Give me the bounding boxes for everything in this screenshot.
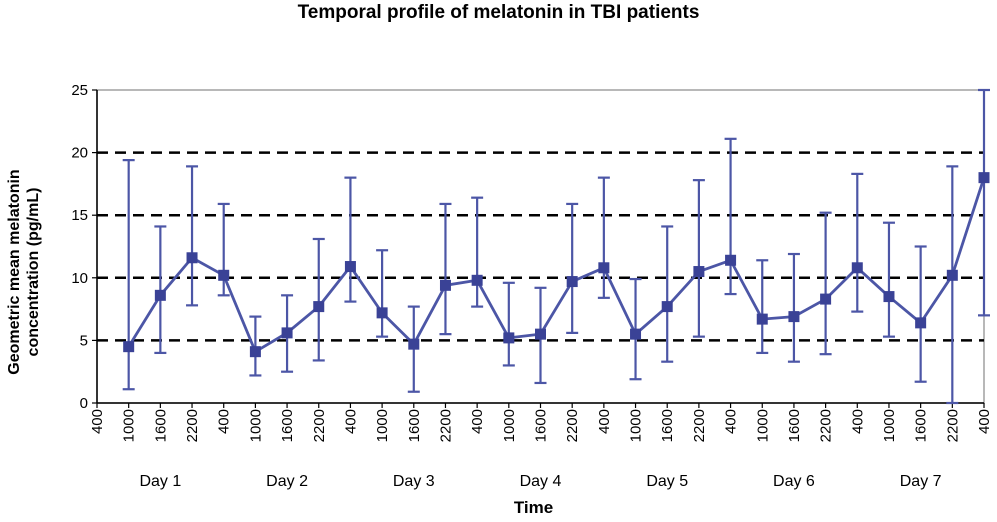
x-tick-label: 2200 [691, 409, 708, 442]
y-tick-label: 20 [71, 145, 88, 162]
data-point [661, 301, 673, 313]
x-tick-label: 400 [596, 409, 613, 434]
x-tick-label: 400 [342, 409, 359, 434]
x-tick-label: 400 [216, 409, 233, 434]
data-point [788, 311, 800, 323]
data-point [693, 266, 705, 278]
data-point [598, 262, 610, 274]
x-tick-label: 1600 [279, 409, 296, 442]
series-group [122, 88, 990, 405]
data-point [820, 293, 832, 305]
data-point [376, 307, 388, 319]
data-point [630, 328, 642, 340]
data-point [566, 276, 578, 288]
data-point [471, 274, 483, 286]
data-point [439, 279, 451, 291]
x-tick-label: 2200 [437, 409, 454, 442]
x-tick-label: 1000 [121, 409, 138, 442]
x-tick-label: 1600 [913, 409, 930, 442]
y-tick-label: 10 [71, 270, 88, 287]
x-tick-label: 400 [89, 409, 106, 434]
data-point [946, 269, 958, 281]
x-tick-label: 1600 [406, 409, 423, 442]
x-tick-label: 1600 [659, 409, 676, 442]
day-label: Day 5 [646, 473, 688, 490]
data-point [725, 254, 737, 266]
data-point [123, 341, 135, 353]
y-tick-label: 15 [71, 207, 88, 224]
x-tick-label: 2200 [184, 409, 201, 442]
day-label: Day 6 [773, 473, 815, 490]
x-tick-label: 2200 [818, 409, 835, 442]
x-tick-label: 1600 [786, 409, 803, 442]
x-tick-label: 400 [723, 409, 740, 434]
data-point [756, 313, 768, 325]
day-label: Day 3 [393, 473, 435, 490]
x-tick-label: 1600 [533, 409, 550, 442]
day-label: Day 2 [266, 473, 308, 490]
x-tick-label: 1000 [881, 409, 898, 442]
data-point [851, 262, 863, 274]
x-tick-label: 2200 [564, 409, 581, 442]
y-tick-label: 25 [71, 82, 88, 99]
data-point [503, 332, 515, 344]
data-point [915, 317, 927, 329]
data-point [154, 289, 166, 301]
day-label: Day 7 [900, 473, 942, 490]
y-tick-label: 0 [80, 395, 88, 412]
x-tick-label: 1000 [247, 409, 264, 442]
data-point [883, 291, 895, 303]
data-point [408, 338, 420, 350]
data-point [281, 327, 293, 339]
x-tick-label: 2200 [944, 409, 961, 442]
x-tick-label: 1000 [501, 409, 518, 442]
data-point [186, 252, 198, 264]
x-tick-label: 400 [469, 409, 486, 434]
day-label: Day 1 [139, 473, 181, 490]
series-line [127, 177, 986, 354]
data-point [218, 269, 230, 281]
x-tick-label: 400 [849, 409, 866, 434]
chart-title: Temporal profile of melatonin in TBI pat… [297, 2, 700, 23]
x-tick-label: 2200 [311, 409, 328, 442]
x-tick-label: 1000 [754, 409, 771, 442]
x-axis-label: Time [513, 498, 554, 517]
x-tick-label: 1000 [374, 409, 391, 442]
x-tick-label: 1000 [628, 409, 645, 442]
data-point [535, 328, 546, 340]
data-point [249, 346, 261, 358]
x-tick-label: 400 [976, 409, 993, 434]
y-tick-label: 5 [80, 332, 88, 349]
data-point [978, 172, 990, 184]
day-label: Day 4 [520, 473, 562, 490]
data-point [313, 301, 325, 313]
x-tick-label: 1600 [152, 409, 169, 442]
data-point [344, 261, 356, 273]
